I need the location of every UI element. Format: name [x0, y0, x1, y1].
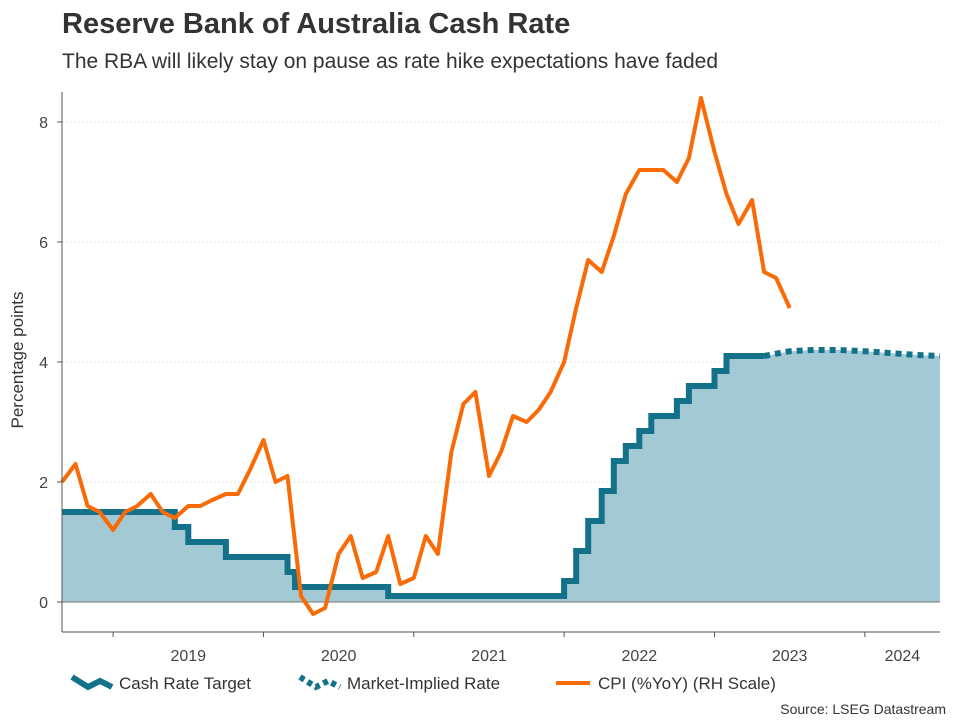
y-tick-label: 4 [39, 355, 48, 372]
legend-swatch-market-implied [298, 674, 342, 691]
cash-rate-area [62, 350, 940, 602]
x-tick-label: 2023 [772, 648, 808, 665]
legend: Cash Rate Target Market-Implied Rate CPI… [70, 674, 776, 693]
series-line-cash-rate-target [62, 353, 765, 599]
y-tick-label: 6 [39, 235, 48, 252]
y-axis-title: Percentage points [8, 291, 27, 428]
y-tick-label: 8 [39, 115, 48, 132]
y-tick-label: 0 [39, 595, 48, 612]
source-note: Source: LSEG Datastream [780, 701, 946, 717]
legend-item-cash-rate: Cash Rate Target [70, 674, 251, 693]
series-line-cpi [60, 96, 792, 616]
legend-swatch-cash-rate [70, 674, 114, 691]
legend-item-market-implied: Market-Implied Rate [298, 674, 500, 693]
x-tick-label: 2019 [170, 648, 206, 665]
legend-item-cpi: CPI (%YoY) (RH Scale) [556, 674, 776, 693]
chart-subtitle: The RBA will likely stay on pause as rat… [62, 50, 719, 73]
series-line-market-implied-rate [763, 347, 941, 359]
series-layer [60, 96, 941, 616]
legend-label-cpi: CPI (%YoY) (RH Scale) [598, 674, 776, 693]
x-tick-label: 2022 [622, 648, 658, 665]
x-tick-label: 2020 [321, 648, 357, 665]
x-tick-label: 2021 [471, 648, 507, 665]
x-tick-label: 2024 [885, 648, 921, 665]
axes: 0 2 4 6 8 2019 2020 2021 2022 2023 2024 [39, 92, 940, 665]
y-tick-label: 2 [39, 475, 48, 492]
legend-label-market-implied: Market-Implied Rate [347, 674, 500, 693]
legend-label-cash-rate: Cash Rate Target [119, 674, 251, 693]
chart-title: Reserve Bank of Australia Cash Rate [62, 8, 571, 40]
